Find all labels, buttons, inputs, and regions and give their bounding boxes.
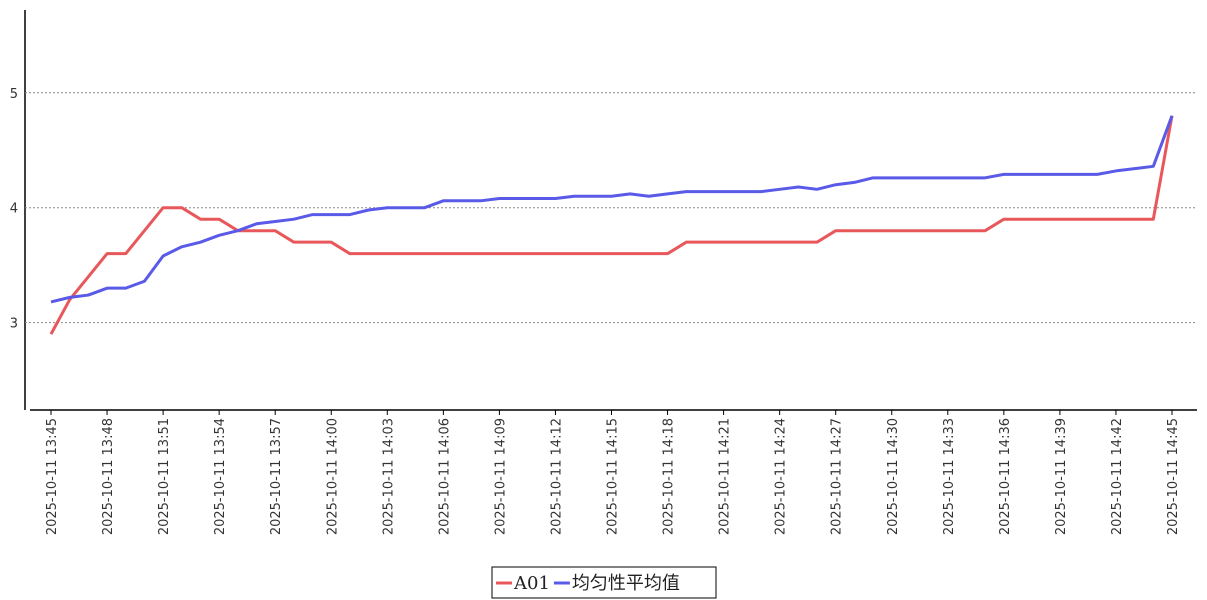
- x-tick-label: 2025-10-11 14:39: [1054, 418, 1069, 535]
- series-line: [49, 115, 1174, 335]
- x-tick-label: 2025-10-11 14:00: [325, 418, 340, 535]
- y-tick-label: 5: [10, 87, 18, 102]
- series-line: [50, 115, 1174, 304]
- x-tick-label: 2025-10-11 13:45: [45, 418, 60, 535]
- legend-box: [491, 566, 717, 599]
- x-tick-label: 2025-10-11 14:18: [662, 418, 677, 535]
- x-tick-label: 2025-10-11 13:57: [269, 418, 284, 535]
- x-tick-label: 2025-10-11 13:51: [157, 418, 172, 535]
- x-tick-label: 2025-10-11 14:12: [549, 418, 564, 535]
- x-tick-label: 2025-10-11 14:03: [381, 418, 396, 535]
- x-tick-label: 2025-10-11 14:30: [886, 418, 901, 535]
- x-tick-label: 2025-10-11 13:54: [213, 418, 228, 535]
- x-tick-label: 2025-10-11 14:15: [606, 418, 621, 535]
- x-tick-label: 2025-10-11 14:42: [1110, 418, 1125, 535]
- x-tick-label: 2025-10-11 14:45: [1166, 418, 1181, 535]
- y-tick-label: 4: [10, 202, 18, 217]
- legend-label: A01: [513, 573, 550, 594]
- x-tick-label: 2025-10-11 14:24: [774, 418, 789, 535]
- x-tick-label: 2025-10-11 14:09: [493, 418, 508, 535]
- legend-label: 均匀性平均值: [572, 573, 680, 594]
- x-tick-label: 2025-10-11 14:36: [998, 418, 1013, 535]
- x-tick-label: 2025-10-11 14:27: [830, 418, 845, 535]
- y-tick-label: 3: [10, 317, 18, 332]
- x-tick-label: 2025-10-11 14:06: [437, 418, 452, 535]
- x-tick-label: 2025-10-11 14:33: [942, 418, 957, 535]
- x-tick-label: 2025-10-11 13:48: [101, 418, 116, 535]
- x-tick-label: 2025-10-11 14:21: [718, 418, 733, 535]
